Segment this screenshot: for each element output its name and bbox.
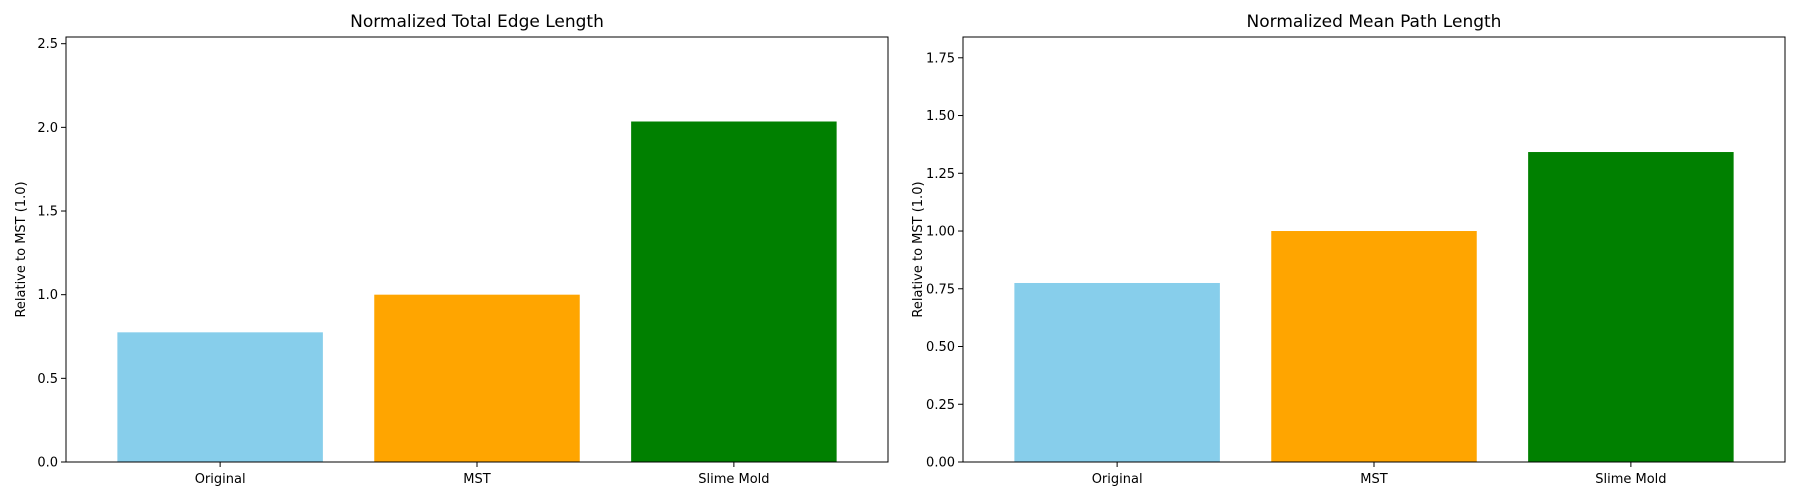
- y-tick-label: 1.5: [37, 205, 58, 220]
- chart-title: Normalized Mean Path Length: [1247, 12, 1502, 32]
- y-tick-label: 0.5: [37, 372, 58, 387]
- y-tick-label: 2.5: [37, 37, 58, 52]
- x-tick-label-mst: MST: [1360, 472, 1387, 487]
- bar-slime-mold: [1528, 152, 1734, 462]
- chart-title: Normalized Total Edge Length: [350, 12, 604, 32]
- x-tick-label-original: Original: [1092, 472, 1143, 487]
- chart-panel-1: Original MST Slime Mold 0.0 0.5 1.0 1.5 2.0 2.5 R…: [14, 12, 889, 487]
- y-tick-label: 1.75: [926, 51, 955, 66]
- bar-original: [117, 332, 323, 462]
- y-tick-label: 1.50: [926, 109, 955, 124]
- y-tick-label: 1.25: [926, 167, 955, 182]
- y-tick-label: 2.0: [37, 121, 58, 136]
- x-tick-label-slime-mold: Slime Mold: [1595, 472, 1666, 487]
- axes-frame: [962, 36, 1786, 463]
- x-tick-label-original: Original: [195, 472, 246, 487]
- y-tick-label: 1.00: [926, 225, 955, 240]
- y-tick-label: 0.50: [926, 340, 955, 355]
- y-tick-label: 0.75: [926, 282, 955, 297]
- y-axis-label: Relative to MST (1.0): [911, 181, 926, 317]
- bar-original: [1014, 282, 1220, 462]
- x-tick-label-mst: MST: [463, 472, 490, 487]
- y-tick-label: 0.00: [926, 456, 955, 471]
- bar-slime-mold: [631, 121, 837, 462]
- y-tick-label: 0.0: [37, 456, 58, 471]
- y-axis-label: Relative to MST (1.0): [14, 181, 29, 317]
- bar-mst: [1271, 231, 1477, 462]
- axes-frame: [65, 36, 889, 463]
- y-tick-label: 0.25: [926, 398, 955, 413]
- y-tick-label: 1.0: [37, 288, 58, 303]
- chart-panel-2: Original MST Slime Mold 0.00 0.25 0.50 0.75 1.0…: [911, 12, 1786, 487]
- bar-mst: [374, 294, 580, 462]
- x-tick-label-slime-mold: Slime Mold: [698, 472, 769, 487]
